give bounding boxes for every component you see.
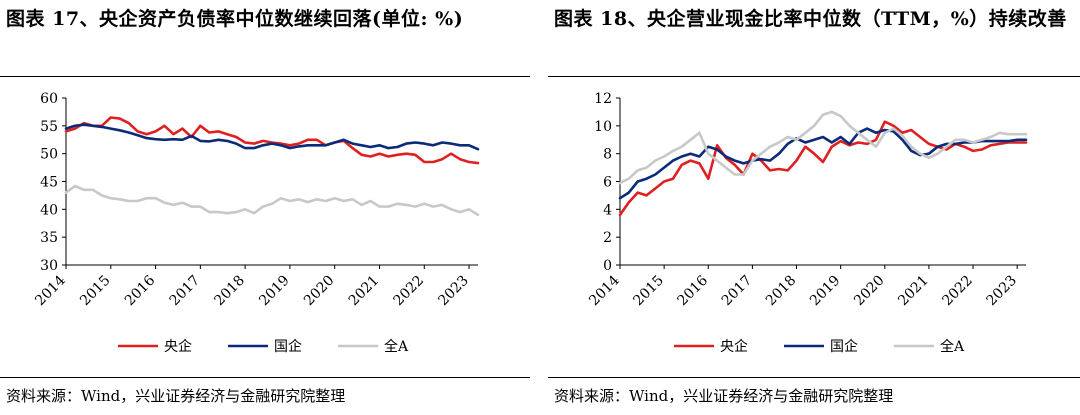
right-chart-panel: 图表 18、央企营业现金比率中位数（TTM，%）持续改善 0 2 4 6 8 10 12 20… xyxy=(548,0,1080,415)
y-tick-label: 4 xyxy=(603,202,612,218)
y-tick-label: 50 xyxy=(40,147,58,163)
y-tick-label: 60 xyxy=(40,91,58,107)
x-tick-label: 2022 xyxy=(391,273,428,310)
right-chart-title: 图表 18、央企营业现金比率中位数（TTM，%）持续改善 xyxy=(554,8,1067,30)
y-tick-label: 10 xyxy=(594,119,612,135)
legend-label: 央企 xyxy=(164,338,192,355)
x-tick-label: 2015 xyxy=(630,273,667,310)
x-tick-label: 2017 xyxy=(167,273,204,310)
x-tick-label: 2018 xyxy=(211,273,248,310)
legend-label: 国企 xyxy=(830,338,858,355)
y-tick-label: 45 xyxy=(40,175,58,191)
x-tick-label: 2019 xyxy=(807,273,844,310)
x-tick-label: 2017 xyxy=(719,273,756,310)
right-title-divider xyxy=(548,76,1080,77)
x-tick-label: 2015 xyxy=(77,273,114,310)
x-tick-label: 2019 xyxy=(256,273,293,310)
x-tick-label: 2023 xyxy=(435,273,472,310)
legend-label: 全A xyxy=(384,338,409,355)
x-tick-label: 2016 xyxy=(675,272,712,309)
series-line-1 xyxy=(64,123,480,151)
right-source-divider xyxy=(548,377,1080,378)
right-source-note: 资料来源：Wind，兴业证券经济与金融研究院整理 xyxy=(554,387,894,405)
x-tick-label: 2014 xyxy=(586,272,623,309)
y-tick-label: 12 xyxy=(594,91,612,107)
y-tick-label: 40 xyxy=(40,202,58,218)
left-title-divider xyxy=(0,76,530,77)
series-line-2 xyxy=(64,184,480,217)
left-chart-panel: 图表 17、央企资产负债率中位数继续回落(单位: %) 30 35 40 45 50 55… xyxy=(0,0,530,415)
x-tick-label: 2018 xyxy=(763,273,800,310)
series-line-2 xyxy=(618,110,1028,185)
x-tick-label: 2023 xyxy=(983,273,1020,310)
y-tick-label: 35 xyxy=(40,230,58,246)
left-source-note: 资料来源：Wind，兴业证券经济与金融研究院整理 xyxy=(6,387,346,405)
y-tick-label: 8 xyxy=(603,147,612,163)
legend-label: 国企 xyxy=(274,338,302,355)
x-tick-label: 2021 xyxy=(346,273,383,310)
legend-label: 全A xyxy=(940,338,965,355)
x-tick-label: 2020 xyxy=(851,273,888,310)
series-line-0 xyxy=(64,116,480,165)
series-line-1 xyxy=(618,127,1028,200)
left-chart-title: 图表 17、央企资产负债率中位数继续回落(单位: %) xyxy=(6,8,464,30)
x-tick-label: 2014 xyxy=(32,272,69,309)
left-source-divider xyxy=(0,377,530,378)
y-tick-label: 6 xyxy=(603,175,612,191)
y-tick-label: 0 xyxy=(603,258,612,274)
x-tick-label: 2016 xyxy=(122,272,159,309)
y-tick-label: 30 xyxy=(40,258,58,274)
x-tick-label: 2022 xyxy=(939,273,976,310)
x-tick-label: 2020 xyxy=(301,273,338,310)
x-tick-label: 2021 xyxy=(895,273,932,310)
legend-label: 央企 xyxy=(720,338,748,355)
y-tick-label: 55 xyxy=(40,119,58,135)
y-tick-label: 2 xyxy=(603,230,612,246)
series-line-0 xyxy=(618,120,1028,217)
